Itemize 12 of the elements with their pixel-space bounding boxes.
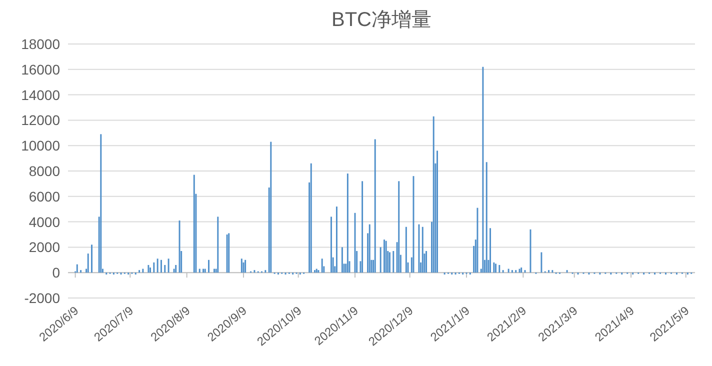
y-tick-label: 6000 (28, 188, 60, 204)
y-tick-label: 12000 (21, 112, 60, 128)
y-tick-label: 2000 (28, 239, 60, 256)
y-tick-label: 14000 (21, 86, 60, 103)
y-tick-label: 10000 (21, 138, 60, 154)
y-tick-label: 18000 (21, 36, 60, 52)
y-tick-label: 8000 (28, 163, 60, 179)
y-tick-label: -2000 (24, 290, 60, 306)
y-tick-label: 16000 (21, 61, 60, 78)
chart-title: BTC净增量 (332, 9, 432, 31)
y-tick-label: 0 (52, 264, 60, 281)
y-tick-label: 4000 (28, 214, 60, 230)
